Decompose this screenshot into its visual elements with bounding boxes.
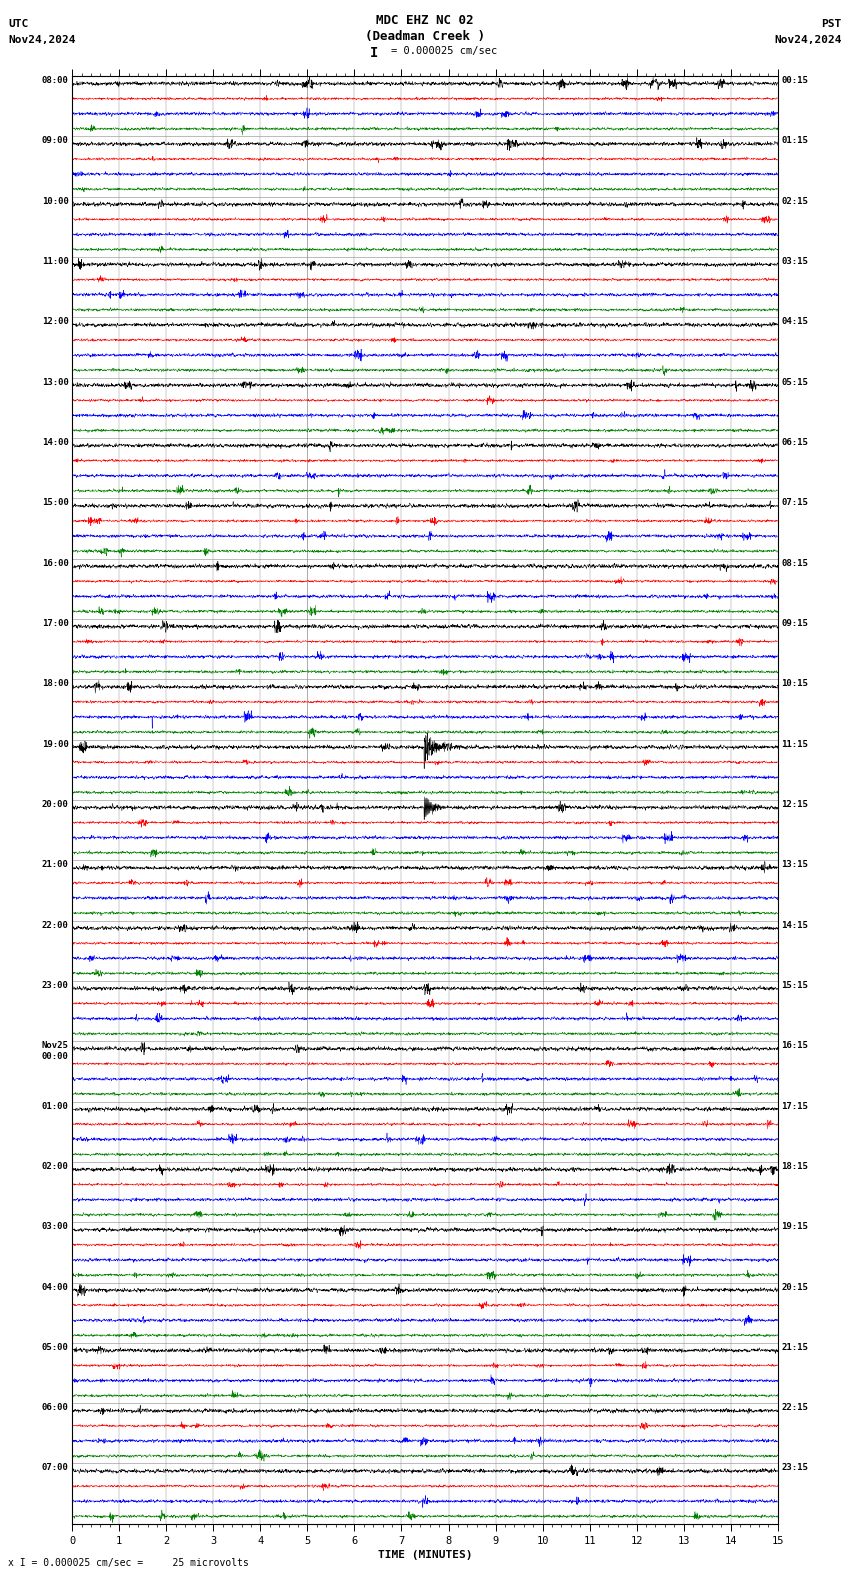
Text: UTC: UTC bbox=[8, 19, 29, 29]
Text: 15:00: 15:00 bbox=[42, 499, 69, 507]
Text: 18:00: 18:00 bbox=[42, 680, 69, 689]
Text: I: I bbox=[370, 46, 378, 60]
Text: 00:15: 00:15 bbox=[781, 76, 808, 86]
Text: x I = 0.000025 cm/sec =     25 microvolts: x I = 0.000025 cm/sec = 25 microvolts bbox=[8, 1559, 249, 1568]
Text: 03:00: 03:00 bbox=[42, 1223, 69, 1231]
Text: 01:15: 01:15 bbox=[781, 136, 808, 146]
Text: 03:15: 03:15 bbox=[781, 257, 808, 266]
Text: 06:15: 06:15 bbox=[781, 437, 808, 447]
Text: 13:15: 13:15 bbox=[781, 860, 808, 870]
Text: 06:00: 06:00 bbox=[42, 1403, 69, 1413]
Text: 19:00: 19:00 bbox=[42, 740, 69, 749]
Text: 02:15: 02:15 bbox=[781, 196, 808, 206]
X-axis label: TIME (MINUTES): TIME (MINUTES) bbox=[377, 1549, 473, 1560]
Text: 01:00: 01:00 bbox=[42, 1101, 69, 1110]
Text: 17:15: 17:15 bbox=[781, 1101, 808, 1110]
Text: (Deadman Creek ): (Deadman Creek ) bbox=[365, 30, 485, 43]
Text: 05:15: 05:15 bbox=[781, 377, 808, 386]
Text: 12:15: 12:15 bbox=[781, 800, 808, 809]
Text: = 0.000025 cm/sec: = 0.000025 cm/sec bbox=[391, 46, 497, 55]
Text: 07:15: 07:15 bbox=[781, 499, 808, 507]
Text: 09:00: 09:00 bbox=[42, 136, 69, 146]
Text: PST: PST bbox=[821, 19, 842, 29]
Text: 16:00: 16:00 bbox=[42, 559, 69, 567]
Text: 09:15: 09:15 bbox=[781, 619, 808, 627]
Text: MDC EHZ NC 02: MDC EHZ NC 02 bbox=[377, 14, 473, 27]
Text: 15:15: 15:15 bbox=[781, 980, 808, 990]
Text: 08:00: 08:00 bbox=[42, 76, 69, 86]
Text: 05:00: 05:00 bbox=[42, 1343, 69, 1351]
Text: 02:00: 02:00 bbox=[42, 1163, 69, 1171]
Text: 17:00: 17:00 bbox=[42, 619, 69, 627]
Text: 18:15: 18:15 bbox=[781, 1163, 808, 1171]
Text: 10:00: 10:00 bbox=[42, 196, 69, 206]
Text: 04:15: 04:15 bbox=[781, 317, 808, 326]
Text: 21:15: 21:15 bbox=[781, 1343, 808, 1351]
Text: 07:00: 07:00 bbox=[42, 1464, 69, 1473]
Text: 20:00: 20:00 bbox=[42, 800, 69, 809]
Text: Nov25
00:00: Nov25 00:00 bbox=[42, 1041, 69, 1061]
Text: 04:00: 04:00 bbox=[42, 1283, 69, 1291]
Text: 21:00: 21:00 bbox=[42, 860, 69, 870]
Text: Nov24,2024: Nov24,2024 bbox=[774, 35, 842, 44]
Text: 16:15: 16:15 bbox=[781, 1041, 808, 1050]
Text: Nov24,2024: Nov24,2024 bbox=[8, 35, 76, 44]
Text: 20:15: 20:15 bbox=[781, 1283, 808, 1291]
Text: 19:15: 19:15 bbox=[781, 1223, 808, 1231]
Text: 22:00: 22:00 bbox=[42, 920, 69, 930]
Text: 10:15: 10:15 bbox=[781, 680, 808, 689]
Text: 14:00: 14:00 bbox=[42, 437, 69, 447]
Text: 23:00: 23:00 bbox=[42, 980, 69, 990]
Text: 11:15: 11:15 bbox=[781, 740, 808, 749]
Text: 08:15: 08:15 bbox=[781, 559, 808, 567]
Text: 12:00: 12:00 bbox=[42, 317, 69, 326]
Text: 14:15: 14:15 bbox=[781, 920, 808, 930]
Text: 13:00: 13:00 bbox=[42, 377, 69, 386]
Text: 22:15: 22:15 bbox=[781, 1403, 808, 1413]
Text: 23:15: 23:15 bbox=[781, 1464, 808, 1473]
Text: 11:00: 11:00 bbox=[42, 257, 69, 266]
